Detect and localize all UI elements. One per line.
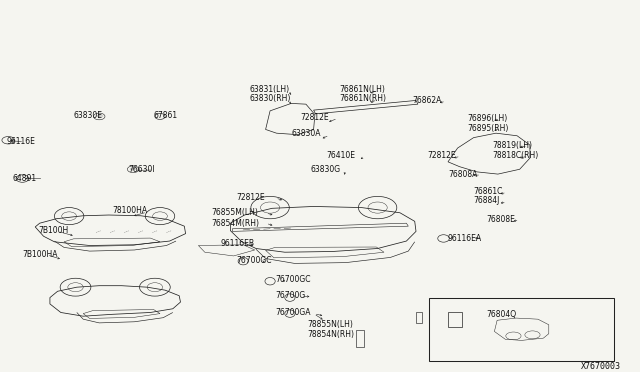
Text: 76896(LH): 76896(LH): [467, 114, 508, 123]
Text: 67861: 67861: [154, 111, 178, 120]
Bar: [429, 298, 614, 361]
Text: 76700GC: 76700GC: [275, 275, 310, 284]
Text: 76884J: 76884J: [474, 196, 500, 205]
Text: 76854M(RH): 76854M(RH): [211, 219, 259, 228]
Text: 76895(RH): 76895(RH): [467, 124, 509, 133]
Text: 76410E: 76410E: [326, 151, 355, 160]
Text: 76700GC: 76700GC: [237, 256, 272, 265]
Text: 76855M(LH): 76855M(LH): [211, 208, 258, 217]
Bar: [356, 330, 364, 347]
Text: 78854N(RH): 78854N(RH): [307, 330, 354, 339]
Text: 76808A: 76808A: [448, 170, 477, 179]
Text: 96116E: 96116E: [6, 137, 35, 146]
Text: 76630I: 76630I: [128, 165, 155, 174]
Text: 63831(LH): 63831(LH): [250, 85, 290, 94]
Text: 63830E: 63830E: [74, 111, 102, 120]
Text: 76700G: 76700G: [275, 291, 305, 300]
Text: 76808E: 76808E: [486, 215, 515, 224]
Text: 76861C: 76861C: [474, 187, 503, 196]
Bar: [416, 312, 422, 323]
Text: 7B100HA: 7B100HA: [22, 250, 58, 259]
Text: 64891: 64891: [13, 174, 37, 183]
Text: 76804Q: 76804Q: [486, 310, 516, 319]
Text: 78100HA: 78100HA: [112, 206, 147, 215]
Text: X7670003: X7670003: [581, 362, 621, 371]
Text: 76700GA: 76700GA: [275, 308, 310, 317]
Text: 78819(LH): 78819(LH): [493, 141, 532, 150]
Text: 72812E: 72812E: [428, 151, 456, 160]
Bar: [448, 312, 462, 327]
Text: 63830(RH): 63830(RH): [250, 94, 291, 103]
Text: 78818C(RH): 78818C(RH): [493, 151, 539, 160]
Text: 76862A: 76862A: [413, 96, 442, 105]
Text: 96116EA: 96116EA: [448, 234, 482, 243]
Text: 7B100H: 7B100H: [38, 226, 68, 235]
Text: 72812E: 72812E: [301, 113, 330, 122]
Text: 76861N(LH): 76861N(LH): [339, 85, 385, 94]
Text: 76861N(RH): 76861N(RH): [339, 94, 386, 103]
Text: 63830G: 63830G: [310, 165, 340, 174]
Text: 63830A: 63830A: [291, 129, 321, 138]
Text: 78855N(LH): 78855N(LH): [307, 320, 353, 329]
Text: 96116EB: 96116EB: [221, 239, 255, 248]
Text: 72812E: 72812E: [237, 193, 266, 202]
